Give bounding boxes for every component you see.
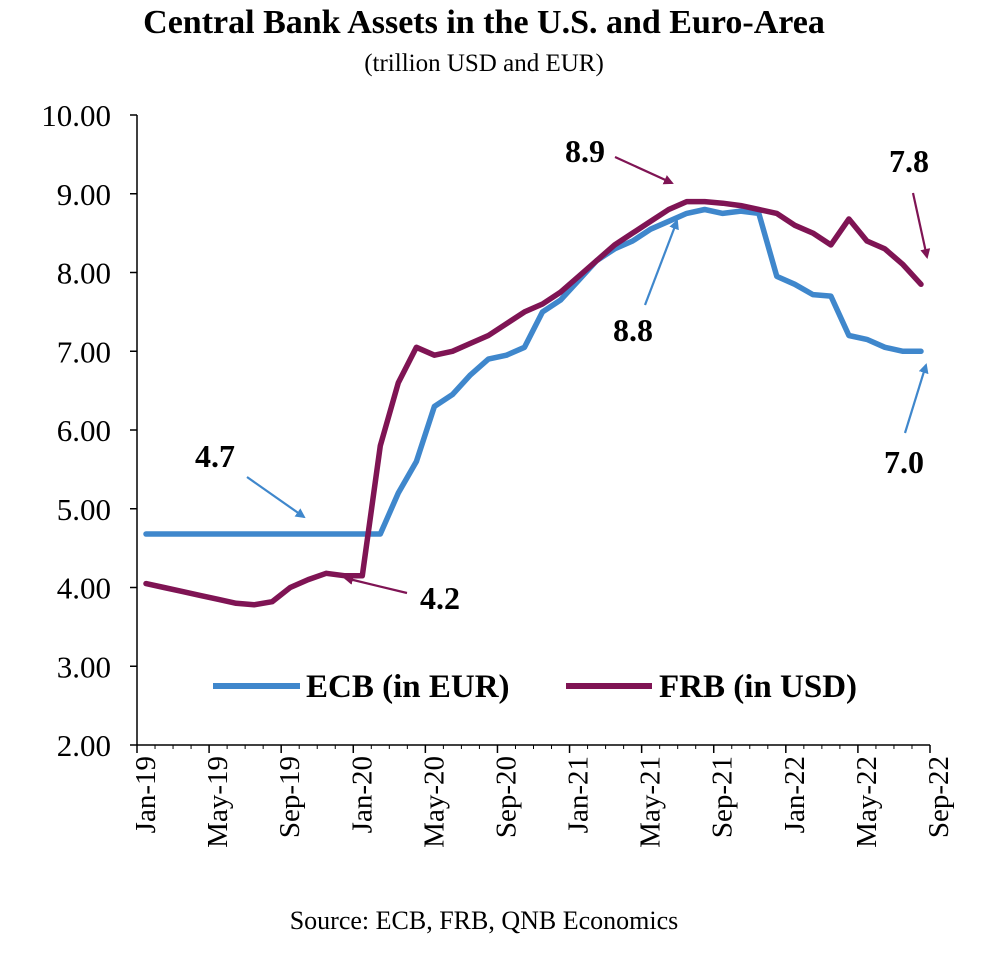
y-tick-label: 2.00 — [57, 728, 111, 763]
legend-label: ECB (in EUR) — [306, 669, 510, 705]
y-tick-label: 3.00 — [57, 649, 111, 684]
chart-source: Source: ECB, FRB, QNB Economics — [289, 906, 679, 935]
annotation-arrow — [911, 192, 931, 259]
annotations: 4.7 4.2 8.9 8.8 7.8 7.0 — [195, 133, 931, 616]
x-tick-label: Jan-22 — [779, 756, 811, 833]
y-tick-label: 7.00 — [57, 334, 111, 369]
series-layer — [143, 198, 924, 608]
x-tick-label: Jan-20 — [346, 756, 378, 833]
annotation-label: 4.2 — [420, 580, 460, 616]
y-tick-label: 9.00 — [57, 177, 111, 212]
y-tick-label: 4.00 — [57, 571, 111, 606]
y-tick-label: 5.00 — [57, 492, 111, 527]
x-tick-label: Jan-21 — [563, 756, 595, 833]
annotation-arrow — [246, 476, 306, 519]
annotation-label: 4.7 — [195, 438, 235, 474]
annotation-label: 8.8 — [613, 312, 653, 348]
x-tick-label: May-22 — [851, 756, 883, 848]
x-tick-label: May-20 — [418, 756, 450, 848]
annotation-label: 8.9 — [565, 133, 605, 169]
annotation-arrow — [614, 155, 674, 185]
x-tick-label: Sep-22 — [923, 756, 955, 838]
chart-subtitle: (trillion USD and EUR) — [364, 50, 604, 77]
legend-label: FRB (in USD) — [659, 669, 857, 705]
x-tick-label: Jan-23 — [995, 756, 1000, 833]
series-line — [143, 198, 924, 608]
axes: 2.00 3.00 4.00 5.00 6.00 7.00 8.00 9.00 10.00 Jan… — [41, 98, 1000, 848]
y-tick-label: 6.00 — [57, 413, 111, 448]
y-tick-label: 8.00 — [57, 256, 111, 291]
annotation-label: 7.0 — [884, 444, 924, 480]
y-tick-label: 10.00 — [41, 98, 111, 133]
annotation-label: 7.8 — [889, 143, 929, 179]
annotation-arrow — [643, 219, 679, 306]
x-tick-label: May-19 — [202, 756, 234, 848]
annotation-arrow — [343, 575, 408, 595]
x-tick-label: Sep-20 — [490, 756, 522, 838]
legend: ECB (in EUR) FRB (in USD) — [213, 669, 857, 705]
x-tick-label: Sep-21 — [707, 756, 739, 838]
x-tick-label: Sep-19 — [274, 756, 306, 838]
series-line — [143, 206, 924, 537]
x-tick-label: May-21 — [635, 756, 667, 848]
annotation-arrow — [903, 363, 929, 434]
chart-title: Central Bank Assets in the U.S. and Euro… — [143, 4, 825, 41]
x-tick-label: Jan-19 — [130, 756, 162, 833]
